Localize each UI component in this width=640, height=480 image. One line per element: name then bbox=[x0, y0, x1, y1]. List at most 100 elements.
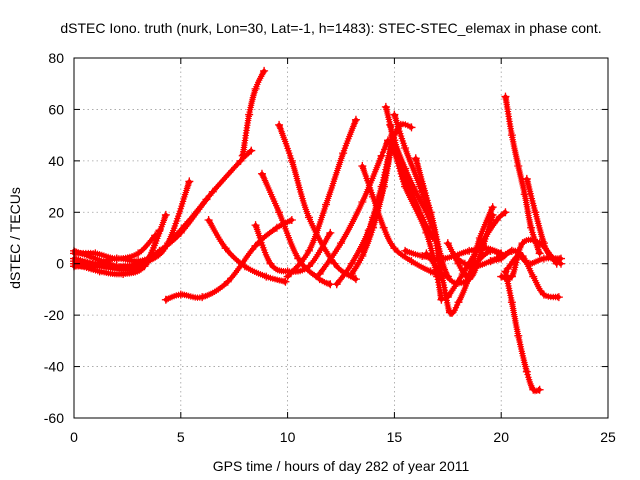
data-point bbox=[112, 254, 121, 263]
data-point bbox=[407, 257, 416, 266]
series-13 bbox=[275, 120, 360, 284]
data-point bbox=[507, 298, 516, 307]
data-point bbox=[251, 221, 260, 230]
data-point bbox=[358, 198, 367, 206]
x-tick-label: 5 bbox=[177, 429, 185, 445]
data-point bbox=[339, 149, 348, 158]
data-point bbox=[465, 246, 474, 255]
data-point bbox=[522, 367, 531, 376]
data-point bbox=[322, 200, 331, 209]
x-tick-labels: 0 5 10 15 20 25 bbox=[70, 429, 616, 445]
data-point bbox=[443, 239, 452, 248]
data-point bbox=[294, 254, 303, 263]
data-point bbox=[439, 254, 448, 263]
data-point bbox=[369, 192, 378, 201]
data-point bbox=[463, 272, 472, 281]
series-32 bbox=[501, 267, 544, 395]
y-tick-label: 0 bbox=[56, 256, 64, 272]
data-point bbox=[257, 169, 266, 178]
data-point bbox=[381, 102, 390, 111]
y-tick-label: 40 bbox=[48, 153, 64, 169]
y-tick-label: 20 bbox=[48, 204, 64, 220]
data-point bbox=[134, 249, 143, 258]
data-point bbox=[236, 156, 245, 165]
y-tick-labels: -60 -40 -20 0 20 40 60 80 bbox=[44, 50, 64, 426]
data-point bbox=[475, 241, 484, 250]
data-point bbox=[539, 239, 548, 248]
data-point bbox=[507, 131, 516, 140]
data-point bbox=[426, 267, 435, 276]
data-point bbox=[514, 162, 523, 170]
data-point bbox=[155, 226, 164, 235]
plus-markers bbox=[239, 67, 268, 159]
data-point bbox=[514, 331, 523, 340]
data-point bbox=[262, 272, 271, 281]
data-point bbox=[326, 228, 335, 237]
data-point bbox=[535, 249, 544, 258]
data-point bbox=[390, 110, 399, 119]
y-tick-label: 80 bbox=[48, 50, 64, 66]
data-point bbox=[445, 308, 454, 317]
data-point bbox=[514, 252, 523, 260]
data-point bbox=[161, 295, 170, 304]
data-point bbox=[460, 259, 469, 268]
data-point bbox=[223, 277, 232, 286]
data-point bbox=[507, 272, 516, 281]
data-point bbox=[443, 293, 452, 302]
data-point bbox=[497, 254, 506, 263]
series-12 bbox=[257, 169, 335, 289]
data-point bbox=[358, 162, 367, 170]
y-tick-label: -40 bbox=[44, 359, 64, 375]
data-point bbox=[347, 259, 356, 268]
data-point bbox=[283, 272, 292, 281]
plot-frame bbox=[73, 57, 609, 419]
data-point bbox=[304, 246, 313, 255]
data-point bbox=[418, 213, 427, 222]
data-point bbox=[260, 66, 269, 75]
x-tick-label: 15 bbox=[387, 429, 403, 445]
data-point bbox=[304, 213, 313, 222]
data-point bbox=[458, 270, 467, 278]
data-point bbox=[450, 252, 459, 260]
data-point bbox=[386, 120, 395, 129]
data-point bbox=[251, 241, 260, 250]
data-point bbox=[520, 190, 529, 199]
data-point bbox=[377, 151, 386, 160]
series-9 bbox=[238, 66, 269, 160]
data-point bbox=[351, 115, 360, 124]
x-tick-label: 10 bbox=[280, 429, 296, 445]
data-point bbox=[394, 156, 403, 165]
data-point bbox=[535, 385, 544, 394]
data-point bbox=[539, 254, 548, 263]
axis-ticks bbox=[73, 57, 609, 419]
data-point bbox=[123, 264, 132, 273]
data-point bbox=[379, 223, 388, 232]
data-point bbox=[332, 280, 341, 289]
data-point bbox=[492, 216, 501, 224]
data-point bbox=[507, 246, 516, 255]
chart-title: dSTEC Iono. truth (nurk, Lon=30, Lat=-1,… bbox=[60, 20, 601, 36]
data-point bbox=[486, 257, 495, 266]
series-33 bbox=[522, 174, 566, 268]
data-point bbox=[422, 249, 431, 258]
data-point bbox=[208, 187, 217, 196]
data-point bbox=[503, 264, 512, 273]
data-point bbox=[272, 223, 281, 232]
series-11 bbox=[251, 221, 335, 276]
data-point bbox=[247, 146, 256, 155]
y-tick-label: -60 bbox=[44, 410, 64, 426]
data-point bbox=[524, 259, 533, 268]
data-point bbox=[238, 151, 247, 160]
x-axis-label: GPS time / hours of day 282 of year 2011 bbox=[213, 458, 470, 474]
data-point bbox=[411, 154, 420, 163]
plus-markers bbox=[502, 93, 543, 257]
data-point bbox=[198, 293, 207, 302]
series-trail bbox=[503, 269, 542, 394]
data-point bbox=[497, 272, 506, 281]
data-point bbox=[377, 182, 386, 191]
data-point bbox=[407, 123, 416, 132]
series-7 bbox=[70, 252, 160, 271]
data-point bbox=[358, 246, 367, 255]
data-point bbox=[426, 208, 435, 217]
data-point bbox=[539, 290, 548, 299]
